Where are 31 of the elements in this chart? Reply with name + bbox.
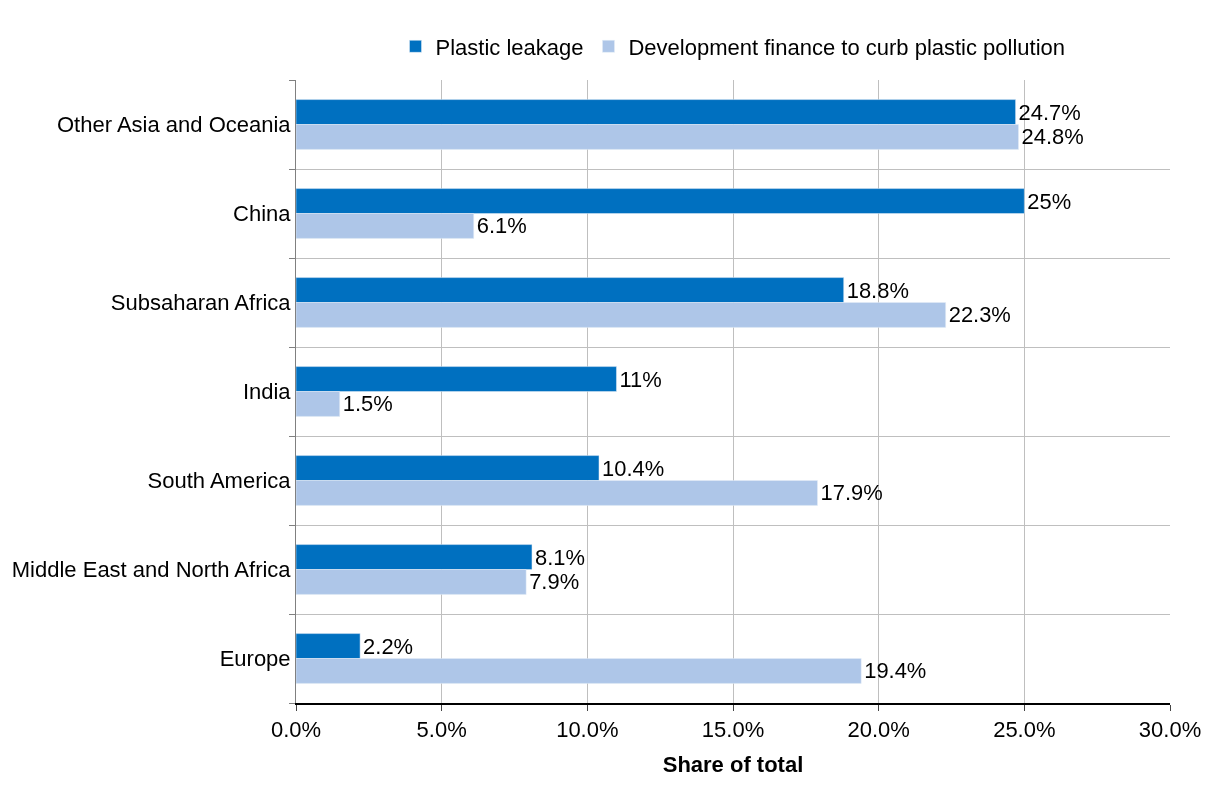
y-tick-label: Middle East and North Africa (11, 557, 292, 583)
data-label: 1.5% (342, 391, 393, 417)
x-tick-label: 30.0% (1138, 717, 1202, 743)
data-label: 17.9% (820, 480, 883, 506)
y-tick-label: Subsaharan Africa (110, 290, 292, 316)
data-label: 7.9% (529, 569, 580, 595)
x-axis-title: Share of total (662, 751, 804, 777)
x-tick-label: 10.0% (556, 717, 619, 743)
x-tick-label: 5.0% (416, 717, 467, 743)
x-tick-label: 25.0% (993, 717, 1056, 743)
data-label: 25% (1027, 188, 1072, 214)
data-label: 18.8% (846, 277, 909, 303)
data-label: 10.4% (602, 455, 665, 481)
data-label: 19.4% (864, 658, 927, 684)
legend-label: Plastic leakage (435, 34, 584, 60)
y-tick-label: Europe (219, 646, 291, 672)
legend-label: Development finance to curb plastic pollution (628, 34, 1066, 60)
y-tick-label: South America (147, 468, 292, 494)
data-label: 24.8% (1021, 124, 1084, 150)
data-label: 6.1% (476, 213, 527, 239)
data-label: 2.2% (363, 633, 414, 659)
y-tick-label: China (233, 201, 292, 227)
data-label: 8.1% (535, 544, 585, 570)
y-tick-label: India (242, 379, 292, 405)
data-label: 24.7% (1018, 99, 1081, 125)
data-label: 11% (619, 366, 662, 392)
data-label: 22.3% (948, 302, 1011, 328)
x-tick-label: 0.0% (270, 717, 322, 743)
y-tick-label: Other Asia and Oceania (57, 112, 292, 138)
x-tick-label: 20.0% (847, 717, 910, 743)
x-tick-label: 15.0% (701, 717, 765, 743)
